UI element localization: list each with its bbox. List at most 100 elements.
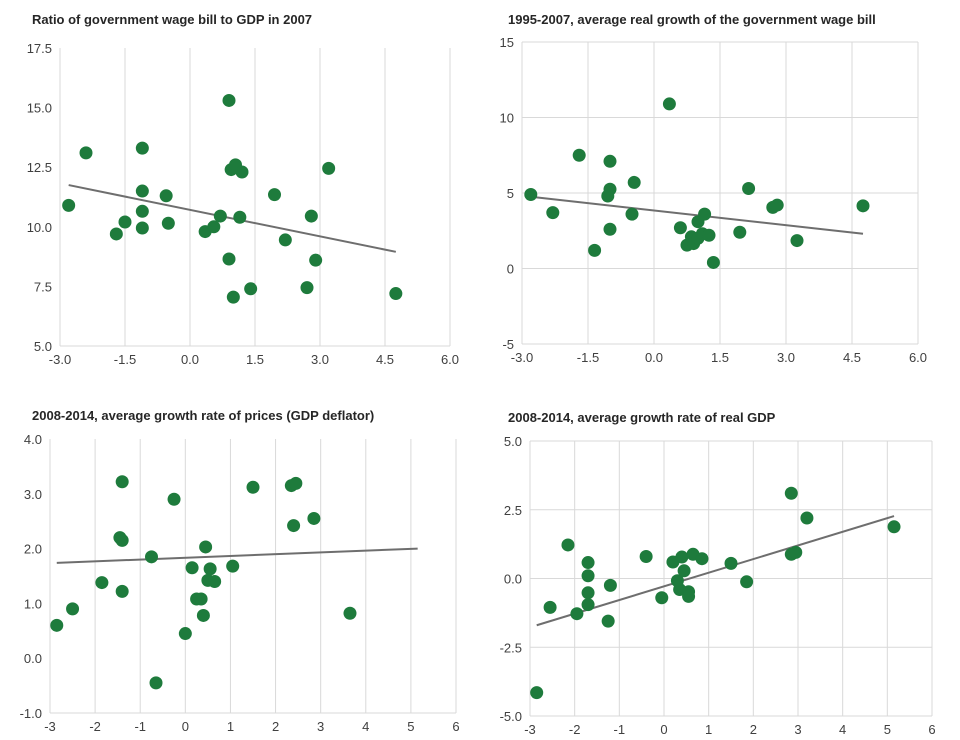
data-point <box>887 520 901 534</box>
data-point <box>287 519 301 533</box>
x-tick-label: -3.0 <box>511 350 533 365</box>
y-tick-label: 0.0 <box>504 572 522 587</box>
x-tick-label: -1.5 <box>114 352 136 367</box>
data-point <box>524 188 538 202</box>
y-tick-label: 2.0 <box>24 542 42 557</box>
data-point <box>226 290 240 304</box>
data-point <box>655 591 669 605</box>
data-point <box>601 189 615 203</box>
data-point <box>145 550 158 564</box>
x-tick-label: 6.0 <box>909 350 927 365</box>
x-tick-label: 3.0 <box>311 352 329 367</box>
data-point <box>698 207 712 221</box>
data-point <box>695 552 709 566</box>
x-tick-label: -3 <box>44 719 56 734</box>
data-point <box>677 564 691 578</box>
data-point <box>194 592 208 606</box>
y-tick-label: 10.0 <box>27 220 52 235</box>
chart-title: Ratio of government wage bill to GDP in … <box>32 12 313 27</box>
data-point <box>603 222 617 236</box>
x-tick-label: 0.0 <box>645 350 663 365</box>
data-point <box>309 253 323 267</box>
data-point <box>800 511 814 525</box>
x-tick-label: 1 <box>705 722 712 737</box>
x-tick-label: 5 <box>884 722 891 737</box>
trendline <box>56 547 418 564</box>
data-point <box>581 586 595 600</box>
x-tick-label: 6 <box>928 722 935 737</box>
data-point <box>581 598 595 612</box>
y-tick-label: -5.0 <box>500 709 522 724</box>
data-point <box>115 584 129 598</box>
data-point <box>278 233 292 247</box>
y-tick-label: 17.5 <box>27 41 52 56</box>
data-point <box>740 575 754 589</box>
data-point <box>603 154 617 168</box>
data-point <box>244 282 258 296</box>
data-point <box>118 215 132 229</box>
y-tick-label: 5.0 <box>504 434 522 449</box>
data-point <box>115 533 129 547</box>
y-tick-label: 10 <box>500 111 514 126</box>
data-point <box>588 243 602 257</box>
data-point <box>682 589 696 603</box>
x-tick-label: 4 <box>839 722 846 737</box>
data-point <box>789 545 803 559</box>
x-tick-label: 3 <box>794 722 801 737</box>
data-point <box>572 148 586 162</box>
x-tick-label: 3 <box>317 719 324 734</box>
data-point <box>135 184 149 198</box>
data-point <box>662 97 676 111</box>
y-tick-label: 2.5 <box>504 503 522 518</box>
data-point <box>581 556 595 570</box>
x-tick-label: 4.5 <box>376 352 394 367</box>
data-point <box>603 578 617 592</box>
data-point <box>135 221 149 235</box>
y-tick-label: 15 <box>500 35 514 50</box>
data-point <box>742 181 756 195</box>
data-point <box>159 189 173 203</box>
x-tick-label: 4.5 <box>843 350 861 365</box>
y-tick-label: 5 <box>507 186 514 201</box>
data-point <box>196 608 210 622</box>
x-tick-label: -2 <box>89 719 101 734</box>
x-tick-label: -1.5 <box>577 350 599 365</box>
y-tick-label: 12.5 <box>27 160 52 175</box>
data-point <box>233 210 247 224</box>
data-point <box>246 480 260 494</box>
data-point <box>185 561 199 575</box>
data-point <box>561 538 575 552</box>
data-point <box>199 540 213 554</box>
x-tick-label: -2 <box>569 722 581 737</box>
y-tick-label: 7.5 <box>34 279 52 294</box>
y-tick-label: 4.0 <box>24 432 42 447</box>
data-point <box>50 618 64 632</box>
data-point <box>706 255 720 269</box>
x-tick-label: 1.5 <box>246 352 264 367</box>
data-point <box>581 569 595 583</box>
data-point <box>601 614 615 628</box>
data-point <box>790 234 804 248</box>
y-tick-label: 1.0 <box>24 596 42 611</box>
y-tick-label: -5 <box>502 337 514 352</box>
data-point <box>307 511 321 525</box>
data-point <box>213 209 227 223</box>
x-tick-label: -3.0 <box>49 352 71 367</box>
data-point <box>543 600 557 614</box>
data-point <box>625 207 639 221</box>
trendline <box>68 184 397 253</box>
x-tick-label: 2 <box>272 719 279 734</box>
y-tick-label: 3.0 <box>24 487 42 502</box>
x-tick-label: -3 <box>524 722 536 737</box>
data-point <box>770 198 784 212</box>
data-point <box>235 165 249 179</box>
trendline <box>530 195 864 235</box>
data-point <box>343 606 357 620</box>
data-point <box>207 220 221 234</box>
x-tick-label: 2 <box>750 722 757 737</box>
chart-title: 2008-2014, average growth rate of real G… <box>508 410 776 425</box>
chart-title: 2008-2014, average growth rate of prices… <box>32 408 375 423</box>
trendline <box>536 515 895 627</box>
